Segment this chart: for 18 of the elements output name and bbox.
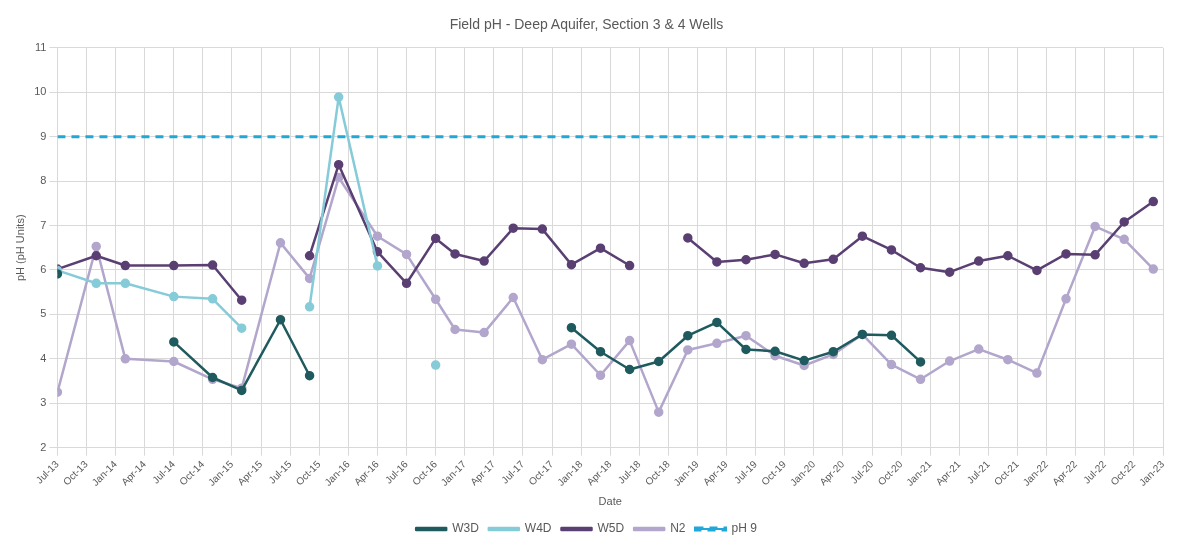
legend-label: N2 [670, 521, 686, 536]
chart-title: Field pH - Deep Aquifer, Section 3 & 4 Wells [449, 16, 724, 33]
y-tick-label: 7 [40, 218, 47, 231]
y-axis-title: pH (pH Units) [13, 214, 26, 282]
legend-label: W5D [597, 521, 625, 536]
y-tick-label: 9 [40, 129, 47, 142]
y-tick-label: 11 [35, 40, 47, 53]
legend-label: W4D [524, 521, 552, 536]
y-tick-label: 10 [34, 85, 47, 98]
x-axis-title: Date [598, 495, 622, 508]
legend-label: W3D [452, 521, 480, 536]
y-tick-label: 6 [40, 262, 47, 275]
legend-label: pH 9 [731, 521, 758, 536]
y-tick-label: 5 [40, 307, 47, 320]
y-tick-label: 8 [40, 174, 47, 187]
y-tick-label: 2 [40, 440, 47, 453]
y-tick-label: 4 [40, 351, 47, 364]
y-tick-label: 3 [40, 396, 47, 409]
